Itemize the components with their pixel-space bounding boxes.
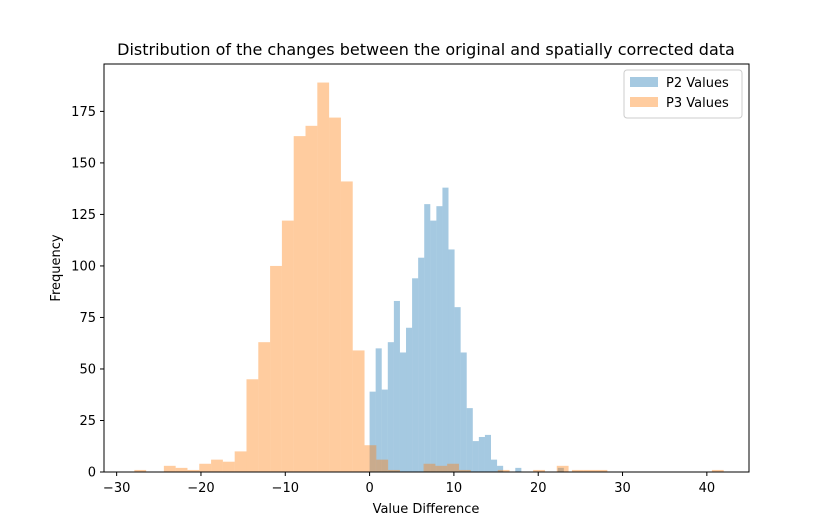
histogram-bar bbox=[423, 463, 436, 472]
histogram-bar bbox=[222, 461, 235, 472]
histogram-bar bbox=[329, 117, 341, 473]
histogram-bar bbox=[399, 352, 407, 472]
histogram-bar bbox=[317, 82, 330, 472]
plot-frame bbox=[103, 63, 750, 473]
y-axis: 0 25 50 75 100 125 150 175 bbox=[71, 105, 104, 481]
histogram-bar bbox=[246, 379, 259, 472]
histogram-bar bbox=[364, 445, 377, 472]
plot-area bbox=[134, 82, 724, 473]
x-tick-label: 20 bbox=[530, 481, 547, 496]
histogram-bar bbox=[381, 389, 388, 472]
x-tick-label: −10 bbox=[272, 481, 299, 496]
histogram-bar bbox=[163, 465, 176, 472]
histogram-bar bbox=[497, 465, 504, 472]
histogram-bar bbox=[270, 265, 282, 472]
histogram-bar bbox=[187, 469, 200, 472]
x-tick-label: −30 bbox=[103, 481, 130, 496]
series-2 bbox=[134, 82, 724, 473]
legend-label: P3 Values bbox=[666, 96, 729, 111]
x-tick-label: −20 bbox=[187, 481, 214, 496]
histogram-bar bbox=[340, 181, 353, 473]
legend-swatch bbox=[630, 97, 658, 107]
histogram-bar bbox=[466, 408, 473, 472]
series-1 bbox=[369, 187, 564, 473]
histogram-bar bbox=[454, 307, 461, 472]
histogram-bar bbox=[376, 459, 389, 472]
histogram-bar bbox=[134, 469, 147, 472]
x-tick-label: 40 bbox=[699, 481, 716, 496]
histogram-bar bbox=[448, 249, 455, 472]
histogram-bar bbox=[583, 469, 596, 472]
y-axis-label: Frequency bbox=[49, 234, 64, 301]
x-axis-label: Value Difference bbox=[373, 502, 480, 517]
y-tick-label: 125 bbox=[71, 208, 96, 223]
histogram-bar bbox=[430, 220, 437, 472]
histogram-bar bbox=[435, 465, 448, 472]
y-tick-label: 50 bbox=[79, 362, 96, 377]
histogram-bar bbox=[305, 125, 318, 473]
y-tick-label: 75 bbox=[79, 311, 96, 326]
histogram-bar bbox=[556, 465, 569, 472]
chart-title: Distribution of the changes between the … bbox=[117, 40, 735, 59]
x-axis: −30 −20 −10 0 10 20 30 40 bbox=[103, 472, 715, 496]
y-tick-label: 0 bbox=[88, 466, 96, 481]
histogram-bar bbox=[175, 467, 188, 472]
histogram-bar bbox=[484, 434, 491, 472]
histogram-bar bbox=[460, 352, 467, 472]
histogram-bar bbox=[491, 459, 498, 472]
histogram-bar bbox=[418, 257, 425, 472]
histogram-bar bbox=[375, 348, 382, 472]
histogram-bar bbox=[388, 469, 400, 472]
histogram-bar bbox=[436, 206, 443, 472]
histogram-bar bbox=[412, 278, 419, 472]
histogram-bar bbox=[442, 187, 449, 473]
histogram-bar bbox=[478, 436, 485, 472]
histogram-bar bbox=[406, 327, 413, 472]
histogram-bar bbox=[211, 459, 223, 472]
x-tick-label: 10 bbox=[446, 481, 463, 496]
histogram-bar bbox=[393, 300, 400, 472]
histogram-bar bbox=[352, 350, 365, 472]
y-tick-label: 100 bbox=[71, 259, 96, 274]
legend: P2 Values P3 Values bbox=[623, 69, 743, 119]
histogram-bar bbox=[258, 342, 271, 472]
histogram-bar bbox=[387, 342, 394, 472]
legend-label: P2 Values bbox=[666, 76, 729, 91]
x-tick-label: 0 bbox=[365, 481, 373, 496]
histogram-bar bbox=[515, 467, 522, 472]
histogram-bar bbox=[595, 469, 608, 472]
histogram-bar bbox=[424, 204, 431, 472]
histogram-bar bbox=[281, 220, 294, 472]
histogram-bar bbox=[557, 467, 564, 472]
histogram-bar bbox=[711, 469, 724, 472]
legend-box bbox=[623, 69, 743, 119]
histogram-bar bbox=[293, 136, 306, 472]
histogram-bar bbox=[571, 469, 584, 472]
y-tick-label: 25 bbox=[79, 414, 96, 429]
x-tick-label: 30 bbox=[614, 481, 631, 496]
y-tick-label: 150 bbox=[71, 156, 96, 171]
histogram-bar bbox=[472, 441, 479, 472]
histogram-bar bbox=[497, 469, 510, 472]
y-tick-label: 175 bbox=[71, 105, 96, 120]
histogram-bar bbox=[533, 469, 545, 472]
histogram-bar bbox=[447, 463, 459, 472]
histogram-bar bbox=[234, 451, 247, 472]
legend-swatch bbox=[630, 77, 658, 87]
histogram-bar bbox=[199, 463, 212, 472]
histogram-bar bbox=[369, 391, 376, 472]
histogram-bar bbox=[458, 469, 471, 472]
